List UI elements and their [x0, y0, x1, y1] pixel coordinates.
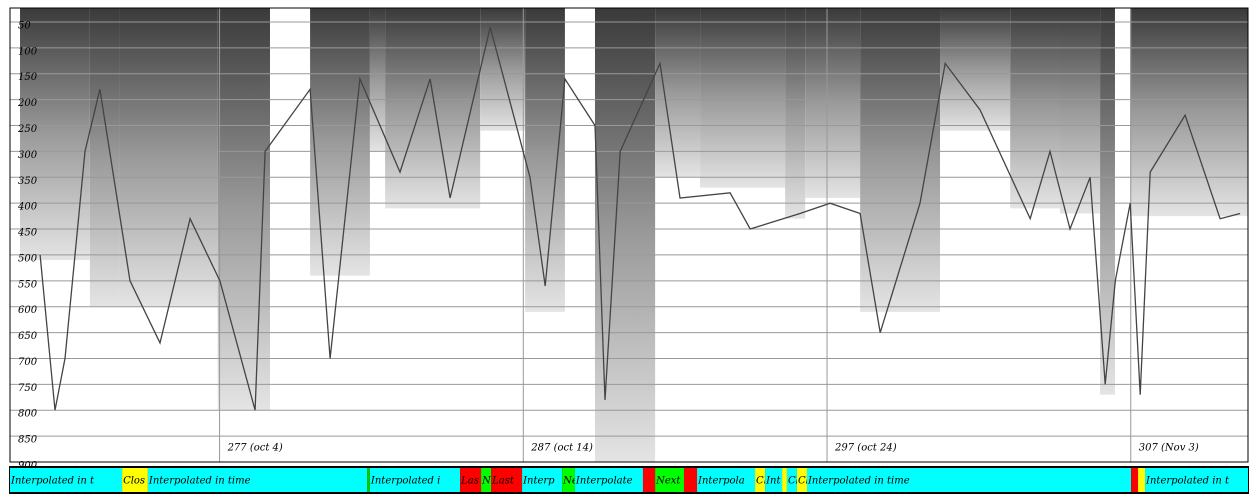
status-segment	[491, 468, 523, 492]
data-column	[385, 8, 481, 209]
status-segment	[574, 468, 643, 492]
y-tick-label: 350	[18, 176, 38, 187]
data-column	[480, 8, 526, 131]
status-label: Next	[655, 476, 681, 487]
status-segment	[1138, 468, 1146, 492]
data-column	[700, 8, 786, 188]
data-column	[369, 8, 386, 152]
data-column	[1010, 8, 1060, 209]
y-tick-label: 750	[18, 383, 38, 394]
data-column	[525, 8, 565, 312]
data-column	[1100, 8, 1115, 395]
status-segment	[697, 468, 756, 492]
y-tick-label: 300	[18, 150, 38, 161]
status-label: Interpolated i	[370, 476, 440, 487]
status-label: Cl	[788, 476, 799, 487]
y-tick-label: 850	[18, 435, 38, 446]
y-tick-label: 200	[17, 98, 38, 109]
status-segment	[642, 468, 656, 492]
status-label: Interpolate	[575, 476, 633, 487]
y-tick-label: 50	[18, 20, 31, 31]
status-segment	[755, 468, 766, 492]
status-segment	[782, 468, 787, 492]
status-segment	[522, 468, 563, 492]
status-label: Interpolated in time	[807, 476, 910, 487]
data-column	[89, 8, 120, 307]
status-label: Cl	[798, 476, 809, 487]
series-line	[39, 27, 1241, 411]
x-tick-label: 307 (Nov 3)	[1139, 443, 1199, 454]
data-column	[805, 8, 861, 198]
x-tick-label: 277 (oct 4)	[227, 443, 283, 454]
y-tick-label: 650	[18, 331, 38, 342]
data-column	[940, 8, 1011, 131]
status-segment	[122, 468, 148, 492]
y-tick-label: 450	[17, 228, 38, 239]
y-tick-label: 250	[17, 124, 38, 135]
data-column	[860, 8, 941, 312]
status-label: Interpolated in t	[10, 476, 95, 487]
status-label: Interp	[522, 476, 555, 487]
status-label: Ne	[562, 476, 578, 487]
status-label: Interpola	[697, 476, 745, 487]
status-segment	[562, 468, 575, 492]
y-tick-label: 700	[18, 357, 38, 368]
status-segment	[786, 468, 797, 492]
y-tick-label: 400	[17, 202, 38, 213]
status-label: Cl	[756, 476, 767, 487]
status-label: Las	[460, 476, 479, 487]
status-segment	[147, 468, 368, 492]
y-tick-label: 600	[18, 305, 38, 316]
data-column	[217, 8, 270, 411]
status-segment	[683, 468, 698, 492]
y-tick-label: 150	[18, 72, 38, 83]
status-label: Int	[765, 476, 781, 487]
status-segment	[460, 468, 482, 492]
plot-frame	[9, 7, 1249, 463]
x-tick-label: 297 (oct 24)	[834, 443, 897, 454]
status-segment	[655, 468, 684, 492]
status-segment	[1145, 468, 1248, 492]
status-segment	[367, 468, 370, 492]
status-label: Last	[491, 476, 515, 487]
x-tick-label: 287 (oct 14)	[530, 443, 593, 454]
data-column	[785, 8, 806, 219]
status-label: N	[481, 476, 492, 487]
status-label: Interpolated in t	[1145, 476, 1230, 487]
data-column	[655, 8, 701, 178]
status-label: Interpolated in time	[148, 476, 251, 487]
status-segment	[806, 468, 1132, 492]
status-segment	[1131, 468, 1139, 492]
data-column	[594, 8, 656, 462]
status-segment	[369, 468, 461, 492]
status-segment	[10, 468, 123, 492]
data-column	[1059, 8, 1101, 214]
y-tick-label: 500	[18, 253, 38, 264]
status-segment	[796, 468, 807, 492]
y-tick-label: 550	[18, 279, 38, 290]
status-segment	[765, 468, 783, 492]
y-tick-label: 100	[18, 46, 38, 57]
data-column	[1130, 8, 1248, 217]
status-label: Clos	[123, 476, 145, 487]
status-segment	[481, 468, 492, 492]
y-tick-label: 800	[18, 409, 38, 420]
data-column	[119, 8, 218, 307]
